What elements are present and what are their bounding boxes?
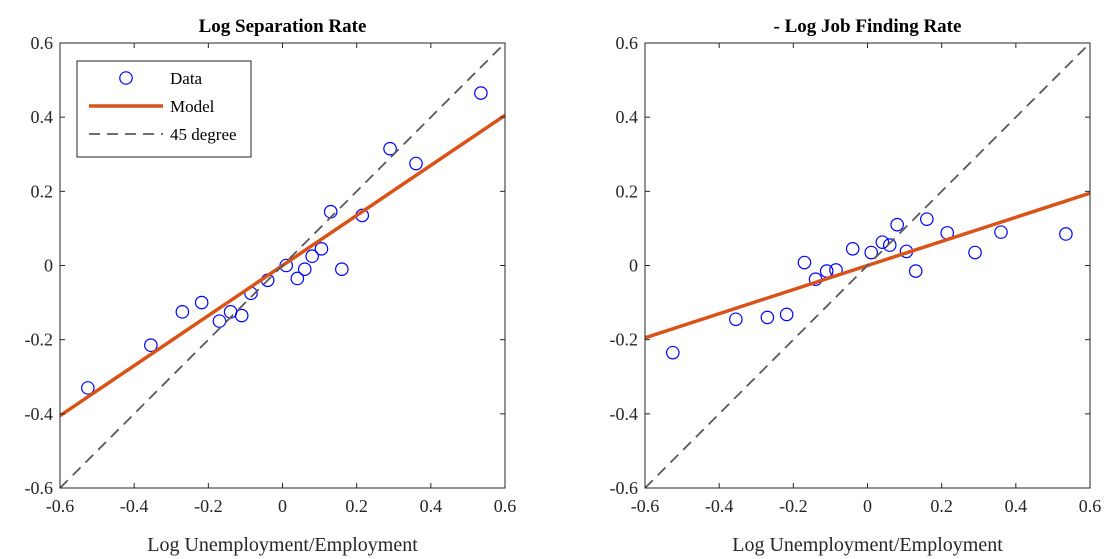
y-tick-label: 0.6 xyxy=(31,33,54,53)
y-tick-label: 0.6 xyxy=(616,33,639,53)
data-point xyxy=(797,255,812,270)
x-axis-label: Log Unemployment/Employment xyxy=(732,534,1003,556)
x-tick-label: -0.6 xyxy=(46,496,75,516)
y-tick-label: -0.2 xyxy=(610,330,639,350)
plot-area xyxy=(645,43,1090,488)
legend-label: Model xyxy=(170,97,215,116)
data-point xyxy=(474,86,488,100)
data-point xyxy=(864,245,879,260)
data-point xyxy=(920,212,934,226)
legend-box xyxy=(76,60,252,158)
reference-line-45-degree xyxy=(60,43,505,488)
data-point xyxy=(882,238,897,252)
chart-title: Log Separation Rate xyxy=(199,16,367,37)
y-tick-label: 0 xyxy=(629,256,638,276)
plot-area xyxy=(60,43,505,488)
data-point xyxy=(212,314,227,328)
legend-label: Data xyxy=(170,69,203,88)
legend: Data Model 45 degree xyxy=(76,60,252,158)
x-axis-label: Log Unemployment/Employment xyxy=(147,534,418,556)
data-point xyxy=(968,245,982,260)
chart-title: - Log Job Finding Rate xyxy=(774,16,962,37)
y-tick-label: -0.2 xyxy=(25,330,54,350)
data-point xyxy=(409,156,423,171)
data-point xyxy=(875,235,890,249)
y-tick-label: -0.4 xyxy=(610,404,639,424)
data-point xyxy=(81,381,95,395)
reference-line-45-degree xyxy=(645,43,1090,488)
y-tick-label: 0.4 xyxy=(616,107,639,127)
data-point xyxy=(666,345,680,360)
x-tick-label: 0.6 xyxy=(1079,496,1102,516)
y-tick-label: -0.6 xyxy=(25,478,54,498)
data-point xyxy=(994,225,1008,239)
x-tick-label: 0.2 xyxy=(345,496,368,516)
data-point xyxy=(234,308,249,323)
y-tick-label: 0.4 xyxy=(31,107,54,127)
x-tick-label: -0.2 xyxy=(779,496,808,516)
data-point xyxy=(908,264,923,278)
data-point xyxy=(890,217,904,232)
x-tick-label: 0.6 xyxy=(494,496,517,516)
data-point xyxy=(144,338,158,353)
x-tick-label: -0.4 xyxy=(705,496,734,516)
x-tick-label: 0.2 xyxy=(930,496,953,516)
y-tick-label: 0.2 xyxy=(616,181,639,201)
data-point xyxy=(290,271,305,286)
y-tick-label: -0.4 xyxy=(25,404,54,424)
x-tick-label: 0.4 xyxy=(1005,496,1028,516)
x-tick-label: -0.6 xyxy=(631,496,660,516)
x-tick-label: -0.2 xyxy=(194,496,223,516)
x-tick-label: 0 xyxy=(278,496,287,516)
y-tick-label: 0.2 xyxy=(31,181,54,201)
data-point xyxy=(305,249,319,264)
legend-label: 45 degree xyxy=(170,125,237,144)
data-point xyxy=(760,310,775,325)
data-point xyxy=(729,312,743,327)
data-point xyxy=(335,262,349,277)
x-tick-label: 0.4 xyxy=(420,496,443,516)
data-point xyxy=(297,262,312,277)
legend-marker-data xyxy=(119,71,133,85)
x-tick-label: 0 xyxy=(863,496,872,516)
data-point xyxy=(845,242,860,256)
data-point xyxy=(194,295,209,310)
separation-rate-panel: -0.6 -0.4 -0.2 0 0.2 0.4 0.6 -0.6 -0.4 -0.2 0 0.2 0.… xyxy=(25,16,517,556)
data-point xyxy=(1059,227,1073,241)
y-tick-label: 0 xyxy=(44,256,53,276)
x-tick-label: -0.4 xyxy=(120,496,149,516)
y-tick-label: -0.6 xyxy=(610,478,639,498)
data-point xyxy=(383,141,397,156)
data-point xyxy=(779,307,794,322)
data-point xyxy=(314,242,329,256)
data-point xyxy=(175,305,190,319)
job-finding-rate-panel: -0.6 -0.4 -0.2 0 0.2 0.4 0.6 -0.6 -0.4 -0.2 0 0.2 0.… xyxy=(610,16,1102,556)
